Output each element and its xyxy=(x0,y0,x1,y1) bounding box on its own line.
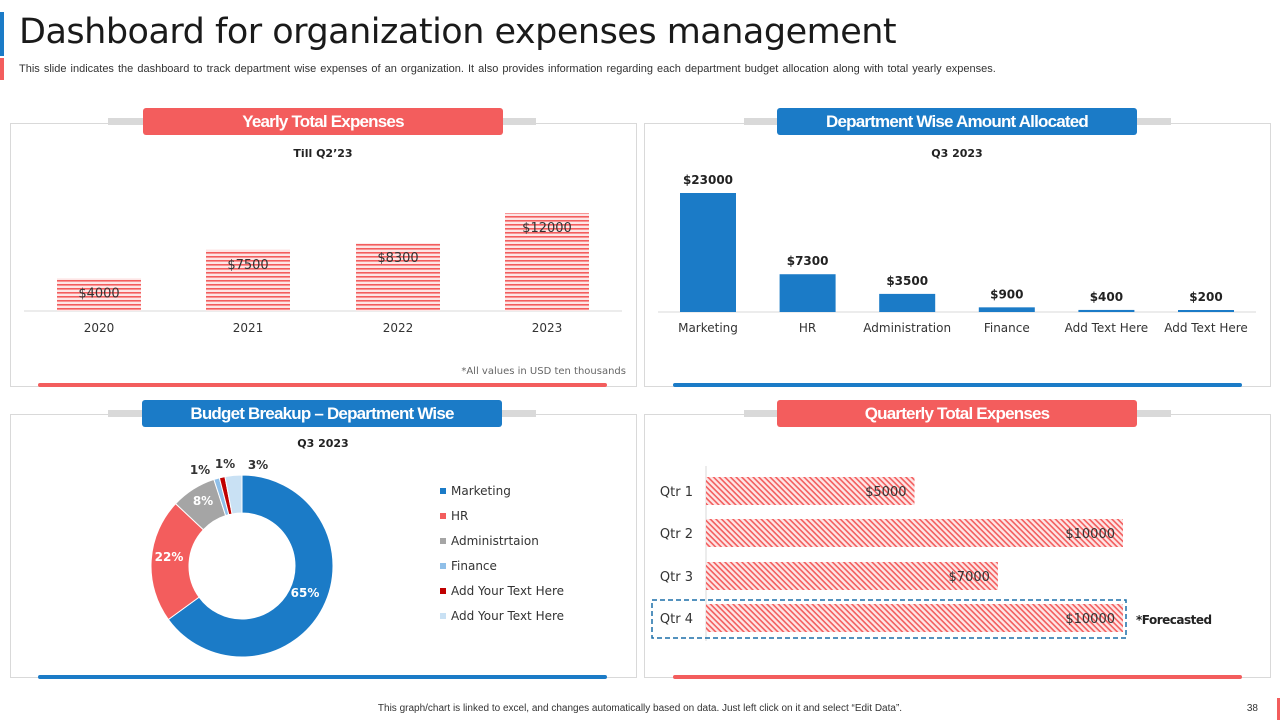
department-tick-label: Add Text Here xyxy=(1065,321,1149,335)
legend-swatch xyxy=(440,562,446,569)
page-subtitle: This slide indicates the dashboard to tr… xyxy=(19,63,996,75)
quarterly-tick-label: Qtr 4 xyxy=(660,612,693,627)
legend-item: HR xyxy=(440,503,564,528)
yearly-footnote: *All values in USD ten thousands xyxy=(461,366,626,377)
department-tick-label: Administration xyxy=(863,321,951,335)
department-chart-title: Q3 2023 xyxy=(931,147,982,160)
department-bar xyxy=(1078,309,1135,312)
department-bar xyxy=(978,307,1035,312)
yearly-bar-label: $4000 xyxy=(78,286,119,301)
yearly-bar-label: $7500 xyxy=(227,258,268,273)
budget-legend: Marketing HR Administrtaion Finance Add Your… xyxy=(440,478,564,628)
quarterly-bar xyxy=(706,604,1123,632)
department-tick-label: HR xyxy=(799,321,816,335)
legend-swatch xyxy=(440,587,446,594)
yearly-bar-label: $12000 xyxy=(522,221,572,236)
yearly-tick-label: 2023 xyxy=(532,321,563,335)
department-bar-label: $900 xyxy=(990,287,1023,301)
quarterly-bar xyxy=(706,519,1123,547)
department-tick-label: Finance xyxy=(984,321,1030,335)
budget-slice-label: 1% xyxy=(190,463,210,477)
legend-swatch xyxy=(440,512,446,519)
yearly-bar xyxy=(206,249,290,311)
quarterly-tick-label: Qtr 2 xyxy=(660,527,693,542)
legend-label: Marketing xyxy=(451,483,511,498)
department-bar xyxy=(879,293,936,312)
forecast-note: *Forecasted xyxy=(1136,613,1212,627)
page-title: Dashboard for organization expenses mana… xyxy=(19,12,897,52)
legend-label: Administrtaion xyxy=(451,533,539,548)
department-tick-label: Add Text Here xyxy=(1164,321,1248,335)
yearly-tick-label: 2021 xyxy=(233,321,264,335)
legend-label: Add Your Text Here xyxy=(451,583,565,598)
legend-item: Add Your Text Here xyxy=(440,578,564,603)
yearly-bottom-line xyxy=(38,383,607,387)
legend-label: Finance xyxy=(451,558,497,573)
quarterly-tick-label: Qtr 1 xyxy=(660,485,693,500)
legend-label: Add Your Text Here xyxy=(451,608,565,623)
yearly-bar xyxy=(57,278,141,311)
yearly-tick-label: 2022 xyxy=(383,321,414,335)
quarterly-header: Quarterly Total Expenses xyxy=(777,400,1137,427)
department-bar-label: $23000 xyxy=(683,173,733,187)
department-bar-label: $7300 xyxy=(787,254,829,268)
department-bar xyxy=(680,193,736,312)
budget-slice-label: 65% xyxy=(291,586,320,600)
forecast-highlight-box xyxy=(651,599,1127,639)
budget-chart-title: Q3 2023 xyxy=(297,437,348,450)
department-header: Department Wise Amount Allocated xyxy=(777,108,1137,135)
quarterly-bar-label: $7000 xyxy=(949,570,990,585)
department-bar xyxy=(1178,310,1234,312)
budget-slice-label: 8% xyxy=(193,494,213,508)
legend-item: Administrtaion xyxy=(440,528,564,553)
quarterly-bottom-line xyxy=(673,675,1242,679)
budget-slice-label: 3% xyxy=(248,458,268,472)
budget-slice xyxy=(224,474,243,515)
department-tick-label: Marketing xyxy=(678,321,738,335)
subtitle-accent-bar xyxy=(0,58,4,80)
legend-item: Marketing xyxy=(440,478,564,503)
legend-swatch xyxy=(440,487,446,494)
budget-slice-label: 1% xyxy=(215,457,235,471)
quarterly-bar-label: $10000 xyxy=(1065,612,1115,627)
department-panel xyxy=(644,123,1271,387)
legend-swatch xyxy=(440,612,446,619)
yearly-bar xyxy=(505,213,589,311)
page-number: 38 xyxy=(1246,703,1258,714)
yearly-chart-title: Till Q2’23 xyxy=(293,147,352,160)
yearly-bar-label: $8300 xyxy=(377,251,418,266)
quarterly-bar-label: $5000 xyxy=(865,485,906,500)
department-bar-label: $400 xyxy=(1090,290,1123,304)
legend-item: Finance xyxy=(440,553,564,578)
quarterly-tick-label: Qtr 3 xyxy=(660,570,693,585)
department-bar-label: $200 xyxy=(1189,290,1222,304)
department-bar-label: $3500 xyxy=(886,274,928,288)
budget-bottom-line xyxy=(38,675,607,679)
department-bottom-line xyxy=(673,383,1242,387)
legend-label: HR xyxy=(451,508,469,523)
yearly-tick-label: 2020 xyxy=(84,321,115,335)
budget-slice-label: 22% xyxy=(155,550,184,564)
yearly-header: Yearly Total Expenses xyxy=(143,108,503,135)
department-bar xyxy=(779,274,836,312)
budget-header: Budget Breakup – Department Wise xyxy=(142,400,502,427)
quarterly-bar xyxy=(706,562,998,590)
page-number-accent xyxy=(1277,698,1280,720)
yearly-bar xyxy=(356,243,440,311)
title-accent-bar xyxy=(0,12,4,56)
footer-note: This graph/chart is linked to excel, and… xyxy=(377,703,903,714)
budget-slice xyxy=(167,474,334,658)
quarterly-bar-label: $10000 xyxy=(1065,527,1115,542)
legend-swatch xyxy=(440,537,446,544)
legend-item: Add Your Text Here xyxy=(440,603,564,628)
quarterly-bar xyxy=(706,477,915,505)
